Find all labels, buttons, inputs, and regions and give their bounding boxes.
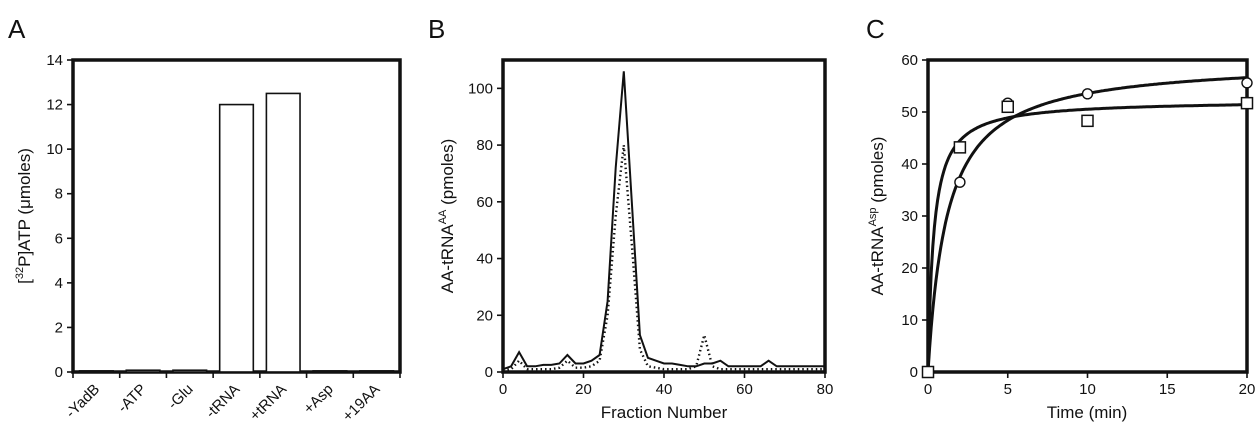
- chart-c-y-tick-label: 0: [910, 364, 918, 381]
- panel-letter-b: B: [428, 14, 445, 44]
- chart-c-y-tick-label: 60: [901, 52, 918, 69]
- chart-c-circle-point: [1081, 88, 1094, 100]
- chart-b: 0 20 40 60 80 0 20 40 60 80 100 Fraction Number AA…: [437, 58, 833, 422]
- chart-b-axes: 0 20 40 60 80 0 20 40 60 80 100: [468, 80, 833, 398]
- chart-c-y-tick-label: 30: [901, 208, 918, 225]
- chart-c-square-point: [1240, 96, 1254, 110]
- chart-c-y-tick-label: 50: [901, 104, 918, 121]
- chart-c-x-axis-label: Time (min): [1047, 403, 1128, 422]
- chart-a-x-tick-label: -Glu: [165, 381, 197, 413]
- chart-b-x-tick-label: 40: [656, 381, 673, 398]
- chart-b-x-tick-label: 80: [817, 381, 834, 398]
- chart-b-solid-series-line: [502, 71, 825, 371]
- chart-c-square-point: [953, 141, 967, 154]
- chart-b-ylabel-main: AA-tRNA: [438, 224, 457, 294]
- chart-a-x-tick-label: +tRNA: [246, 381, 290, 425]
- chart-c-y-tick-label: 40: [901, 156, 918, 173]
- chart-a-y-axis-label: [32P]ATP (μmoles): [14, 148, 34, 284]
- chart-a-bar: [218, 103, 255, 373]
- chart-a-y-tick-label: 0: [55, 364, 63, 381]
- chart-b-ylabel-sup: AA: [437, 209, 449, 224]
- chart-a-ylabel-sup: 32: [14, 267, 26, 279]
- panel-letter-a: A: [8, 14, 26, 44]
- chart-a-y-axis: 0 2 4 6 8 10 12 14: [46, 52, 73, 381]
- chart-a-ylabel-suffix: P]ATP (μmoles): [15, 148, 34, 267]
- chart-b-frame: [501, 58, 827, 374]
- chart-c-x-tick-label: 5: [1004, 381, 1012, 398]
- chart-b-y-tick-label: 100: [468, 80, 493, 97]
- chart-c: 0 5 10 15 20 0 10 20 30 40 50 60 Time (min) AA-tRNA…: [867, 52, 1255, 422]
- chart-a-x-tick-label: -tRNA: [202, 381, 243, 422]
- panel-letter-c: C: [866, 14, 885, 44]
- chart-b-x-axis-label: Fraction Number: [601, 403, 728, 422]
- chart-b-y-tick-label: 40: [476, 251, 493, 268]
- chart-b-y-axis-label: AA-tRNAAA (pmoles): [437, 139, 457, 294]
- chart-a: 0 2 4 6 8 10 12 14 -YadB -ATP -Glu -tRNA +tRNA +Asp +…: [14, 52, 402, 425]
- chart-b-ylabel-suffix: (pmoles): [438, 139, 457, 210]
- chart-c-ylabel-main: AA-tRNA: [868, 226, 887, 296]
- chart-c-axes: 0 5 10 15 20 0 10 20 30 40 50 60: [901, 52, 1255, 398]
- chart-a-y-tick-label: 2: [55, 319, 63, 336]
- chart-b-x-tick-label: 0: [499, 381, 507, 398]
- chart-c-x-tick-label: 10: [1079, 381, 1096, 398]
- chart-c-x-tick-label: 15: [1159, 381, 1176, 398]
- chart-b-y-tick-label: 80: [476, 137, 493, 154]
- chart-c-ylabel-sup: Asp: [867, 207, 879, 226]
- chart-a-x-tick-label: -ATP: [115, 381, 150, 416]
- chart-a-y-tick-label: 10: [46, 141, 63, 158]
- chart-b-dotted-series-line: [502, 144, 825, 372]
- chart-a-bar: [359, 370, 395, 374]
- chart-c-x-tick-label: 0: [924, 381, 932, 398]
- chart-a-y-tick-label: 12: [46, 97, 63, 114]
- chart-a-x-tick-label: -YadB: [62, 381, 103, 422]
- chart-c-y-tick-label: 20: [901, 260, 918, 277]
- chart-c-circle-point: [954, 176, 966, 188]
- chart-c-square-point: [921, 365, 935, 379]
- chart-b-x-tick-label: 20: [575, 381, 592, 398]
- chart-a-y-tick-label: 6: [55, 230, 63, 247]
- chart-a-bar: [172, 369, 208, 373]
- chart-a-bars: [78, 92, 395, 374]
- chart-c-y-axis-label: AA-tRNAAsp (pmoles): [867, 137, 887, 296]
- chart-a-bar: [125, 369, 161, 373]
- chart-c-y-tick-label: 10: [901, 312, 918, 329]
- chart-a-bar: [312, 370, 348, 374]
- chart-c-ylabel-suffix: (pmoles): [868, 137, 887, 208]
- chart-b-y-tick-label: 60: [476, 194, 493, 211]
- chart-c-x-tick-label: 20: [1239, 381, 1256, 398]
- chart-c-circle-point: [1241, 77, 1253, 89]
- chart-b-y-tick-label: 20: [476, 307, 493, 324]
- chart-b-y-tick-label: 0: [485, 364, 493, 381]
- chart-c-points: [921, 77, 1254, 379]
- chart-b-lines: [502, 71, 825, 372]
- chart-a-y-tick-label: 14: [46, 52, 63, 69]
- chart-a-x-tick-label: +Asp: [300, 381, 336, 417]
- chart-c-square-point: [1001, 100, 1014, 114]
- chart-a-ylabel-prefix: [: [15, 279, 34, 284]
- chart-a-x-tick-label: +19AA: [339, 381, 383, 425]
- chart-a-y-tick-label: 4: [55, 275, 63, 292]
- chart-a-y-tick-label: 8: [55, 186, 63, 203]
- chart-a-x-axis: -YadB -ATP -Glu -tRNA +tRNA +Asp +19AA: [62, 372, 401, 425]
- chart-c-fit-curve-square: [926, 103, 1247, 373]
- chart-c-square-point: [1081, 114, 1094, 128]
- chart-a-bar: [265, 92, 301, 373]
- chart-a-bar: [78, 370, 114, 374]
- chart-b-x-tick-label: 60: [736, 381, 753, 398]
